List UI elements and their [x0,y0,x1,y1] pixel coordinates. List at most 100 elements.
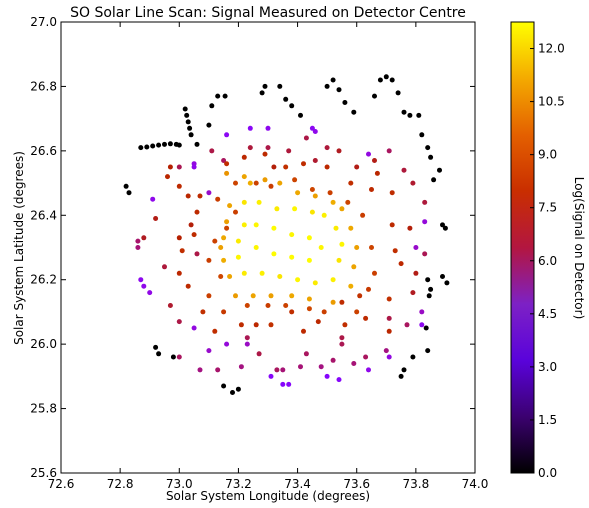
data-point [209,148,215,154]
colorbar-tick-label: 9.0 [538,148,557,162]
data-point [428,154,434,160]
data-point [277,83,283,89]
colorbar [510,21,535,474]
data-point [425,348,431,354]
data-point [425,145,431,151]
data-point [386,148,392,154]
data-point [363,315,369,321]
data-point [221,158,227,163]
data-point [141,235,147,241]
data-point [401,367,407,373]
data-point [123,183,129,189]
data-point [426,293,432,299]
data-point [306,306,312,312]
colorbar-tick-label: 0.0 [538,466,557,480]
data-point [185,119,191,125]
data-point [182,106,188,112]
data-point [283,96,289,102]
data-point [286,381,292,387]
data-point [354,164,360,170]
data-point [298,112,303,118]
data-point [339,206,345,212]
data-point [280,381,286,387]
data-point [306,257,312,263]
data-point [425,277,431,283]
data-point [336,148,342,154]
data-point [244,341,250,347]
data-point [339,341,345,347]
data-point [224,225,230,231]
data-point [224,161,230,167]
data-point [395,90,401,96]
x-axis: 72.6 72.8 73.0 73.2 73.4 73.6 73.8 74.0 [48,22,488,491]
data-point [398,373,404,379]
data-point [241,154,247,160]
data-point [309,125,315,131]
data-point [404,322,410,328]
data-point [206,348,212,354]
data-point [442,225,448,231]
x-tick-label: 73.4 [284,477,311,491]
data-point [374,170,380,176]
data-point [428,286,434,292]
data-point [410,290,416,296]
data-point [222,93,228,99]
data-point [156,142,162,148]
data-point [286,148,292,154]
x-axis-label: Solar System Longitude (degrees) [166,489,370,503]
data-point [253,222,259,228]
data-point [339,241,345,247]
data-point [389,190,395,196]
data-point [312,129,318,134]
data-point [407,112,413,118]
data-point [312,158,318,163]
data-point [360,212,366,218]
data-point [268,322,274,328]
data-point [419,309,425,315]
data-point [301,328,306,334]
x-tick-label: 72.8 [107,477,134,491]
data-point [194,251,200,257]
data-point [315,319,321,325]
data-point [419,322,425,328]
data-point [440,274,445,279]
data-point [233,209,238,215]
data-point [141,283,147,289]
data-point [369,245,374,250]
data-point [238,322,244,328]
data-point [410,354,416,360]
colorbar-tick-label: 3.0 [538,360,557,374]
data-point [247,125,253,131]
y-tick-label: 26.2 [30,273,57,287]
data-point [233,180,238,186]
data-point [221,309,227,315]
data-point [324,373,330,379]
data-point [422,199,428,205]
data-point [179,248,185,254]
data-point [215,93,221,99]
data-point [283,164,289,170]
data-point [167,164,173,170]
data-point [206,293,212,299]
data-point [265,303,271,308]
plot-frame [60,21,476,474]
data-point [150,143,156,149]
data-point [265,145,271,151]
data-point [289,293,295,299]
x-tick-label: 73.6 [343,477,370,491]
data-point [194,209,200,215]
data-point [389,77,395,83]
data-point [386,354,392,360]
data-point [233,293,238,299]
data-point [444,280,450,286]
data-point [244,335,250,341]
data-point [277,180,283,186]
data-point [324,145,330,151]
data-point [309,209,315,215]
data-point [247,180,253,186]
data-point [301,161,306,167]
data-point [135,245,141,250]
data-point [336,257,342,263]
data-point [372,93,377,99]
data-point [440,222,445,228]
